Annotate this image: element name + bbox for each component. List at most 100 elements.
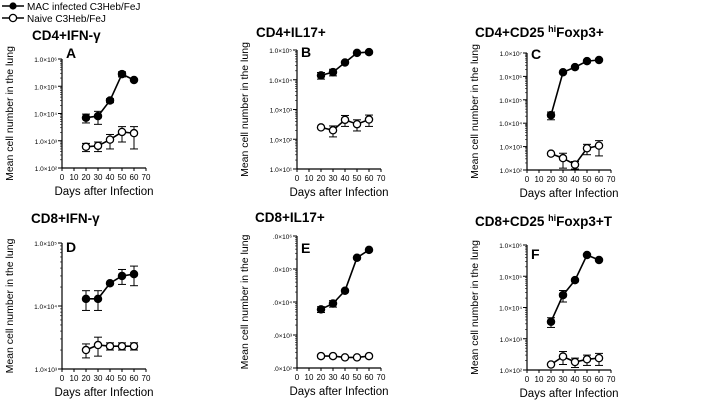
- y-tick-label: 1.0×10³: [500, 145, 523, 152]
- x-tick-label: 40: [571, 175, 580, 184]
- y-tick-label: 1.0×10⁷: [500, 51, 523, 58]
- panel-letter: B: [301, 44, 311, 60]
- legend-infected-label: MAC infected C3Heb/FeJ: [27, 2, 140, 13]
- y-axis-label: Mean cell number in the lung: [469, 240, 481, 375]
- x-tick-label: 60: [365, 373, 374, 382]
- x-tick-label: 60: [365, 174, 374, 183]
- data-point-naive: [316, 351, 326, 361]
- series-naive: [81, 126, 139, 153]
- x-tick-label: 20: [547, 375, 556, 384]
- data-point-infected: [129, 269, 139, 279]
- x-tick-label: 0: [60, 374, 65, 383]
- data-point-infected: [570, 62, 580, 72]
- x-tick-label: 50: [583, 175, 592, 184]
- x-tick-label: 70: [142, 173, 151, 182]
- x-tick-label: 20: [317, 373, 326, 382]
- series-naive: [546, 351, 604, 369]
- legend-infected-marker: [9, 2, 17, 10]
- chart-title: CD8+IFN-γ: [31, 211, 100, 226]
- x-tick-label: 60: [595, 375, 604, 384]
- y-tick-label: 1.0×10³: [500, 337, 523, 344]
- series-infected: [316, 245, 374, 314]
- x-tick-label: 70: [142, 374, 151, 383]
- x-tick-label: 0: [60, 173, 65, 182]
- x-tick-label: 60: [130, 173, 139, 182]
- panel-c: CD4+CD25 hiFoxp3+ C 1.0×10² 1.0×10³ 1.0×10⁴ 1…: [469, 24, 619, 200]
- series-infected: [546, 55, 604, 121]
- data-point-naive: [105, 135, 115, 144]
- data-point-infected: [93, 111, 103, 121]
- data-point-infected: [570, 275, 580, 285]
- data-point-infected: [328, 299, 338, 308]
- y-tick-label: 1.0×10⁶: [499, 243, 522, 250]
- y-axis-label: Mean cell number in the lung: [4, 46, 16, 181]
- data-point-infected: [546, 317, 556, 326]
- y-tick-label: 1.0×10⁴: [34, 304, 57, 311]
- y-tick-label: 1.0×10¹: [270, 167, 293, 174]
- data-point-infected: [93, 294, 103, 304]
- y-tick-label: 1.0×10⁴: [499, 121, 522, 128]
- x-tick-label: 60: [130, 374, 139, 383]
- x-tick-label: 0: [525, 175, 530, 184]
- data-point-infected: [81, 113, 91, 122]
- x-axis-label: Days after Infection: [519, 388, 618, 400]
- data-point-infected: [105, 96, 115, 105]
- x-tick-label: 70: [607, 375, 616, 384]
- data-point-naive: [340, 115, 350, 125]
- series-naive: [546, 140, 604, 170]
- y-tick-label: 1.0×10⁵: [499, 274, 522, 281]
- series-naive: [81, 336, 139, 359]
- y-axis-label: Mean cell number in the lung: [239, 234, 251, 369]
- data-point-infected: [594, 255, 604, 265]
- x-tick-label: 20: [317, 174, 326, 183]
- data-point-infected: [594, 55, 604, 65]
- legend-naive-marker: [8, 13, 18, 23]
- data-point-infected: [105, 278, 115, 288]
- data-point-infected: [546, 110, 556, 120]
- data-point-naive: [328, 351, 338, 361]
- x-tick-label: 30: [94, 374, 103, 383]
- chart-title: CD8+IL17+: [255, 210, 325, 225]
- chart-title: CD8+CD25 hiFoxp3+T: [475, 213, 613, 229]
- series-infected: [316, 47, 374, 80]
- data-point-naive: [340, 353, 350, 362]
- data-point-naive: [81, 345, 91, 355]
- data-point-infected: [316, 305, 326, 314]
- x-tick-label: 20: [82, 374, 91, 383]
- x-tick-label: 10: [305, 174, 314, 183]
- data-point-naive: [93, 340, 103, 350]
- x-tick-label: 10: [305, 373, 314, 382]
- data-point-infected: [558, 290, 568, 300]
- x-tick-label: 20: [547, 175, 556, 184]
- y-axis-label: Mean cell number in the lung: [239, 42, 251, 177]
- y-tick-label: .0×10³: [273, 333, 292, 340]
- x-tick-label: 40: [341, 174, 350, 183]
- data-point-infected: [352, 48, 362, 58]
- y-tick-label: 1.0×10⁵: [269, 48, 292, 55]
- y-tick-label: 1.0×10⁴: [269, 78, 292, 85]
- series-line: [85, 73, 135, 119]
- data-point-naive: [594, 353, 604, 363]
- y-tick-label: 1.0×10²: [500, 168, 523, 175]
- y-tick-label: 1.0×10²: [35, 166, 58, 173]
- data-point-naive: [129, 341, 139, 351]
- data-point-naive: [328, 126, 338, 135]
- data-point-naive: [364, 115, 374, 124]
- x-tick-label: 50: [353, 174, 362, 183]
- panel-d: CD8+IFN-γ D 1.0×10³ 1.0×10⁴ 1.0×10⁵ 0 10 20 30 40…: [4, 211, 154, 399]
- legend: MAC infected C3Heb/FeJ Naive C3Heb/FeJ: [2, 2, 140, 25]
- data-point-infected: [582, 56, 592, 66]
- x-tick-label: 70: [607, 175, 616, 184]
- y-tick-label: 1.0×10³: [35, 367, 58, 374]
- x-tick-label: 60: [595, 175, 604, 184]
- panel-letter: E: [301, 240, 310, 256]
- x-tick-label: 40: [106, 173, 115, 182]
- y-tick-label: 1.0×10³: [270, 108, 293, 115]
- data-point-infected: [582, 250, 592, 260]
- data-point-infected: [328, 67, 338, 77]
- data-point-naive: [558, 153, 568, 163]
- panel-letter: F: [531, 246, 540, 262]
- data-point-naive: [316, 123, 326, 132]
- y-tick-label: 1.0×10⁵: [34, 84, 57, 91]
